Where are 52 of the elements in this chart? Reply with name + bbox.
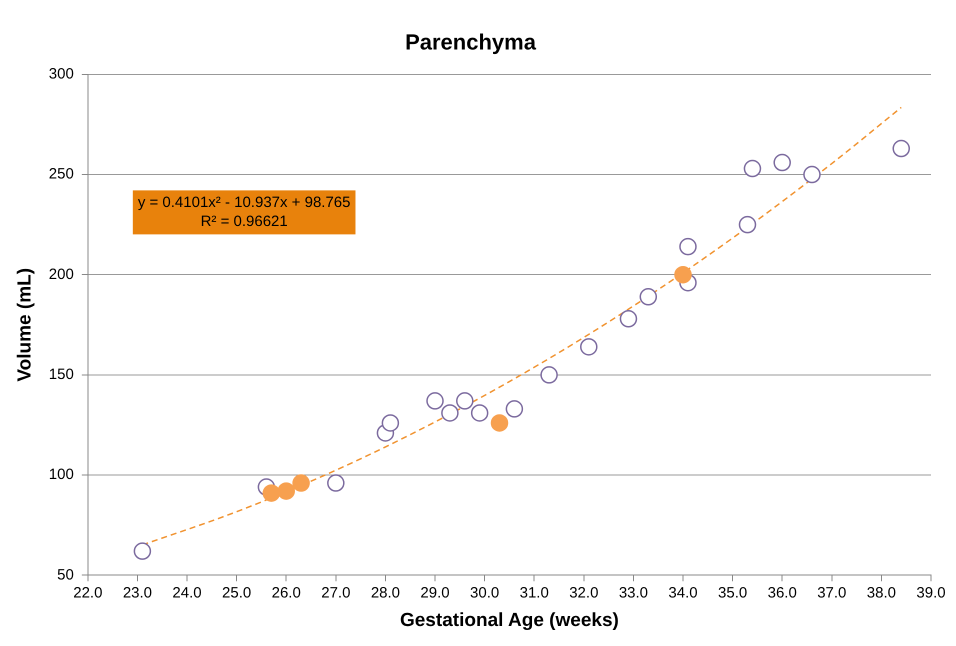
x-tick-label: 32.0	[569, 584, 598, 602]
point	[803, 166, 821, 184]
point	[640, 288, 658, 306]
point	[744, 160, 762, 178]
point	[382, 414, 400, 432]
x-tick-label: 28.0	[370, 584, 400, 602]
point	[506, 400, 524, 418]
point	[292, 474, 310, 492]
y-tick-label: 250	[48, 166, 74, 183]
x-tick-label: 30.0	[470, 584, 500, 602]
x-tick-label: 23.0	[122, 584, 152, 602]
x-tick-label: 29.0	[420, 584, 450, 602]
point	[674, 266, 692, 284]
y-tick-label: 150	[48, 366, 74, 384]
x-tick-label: 34.0	[668, 584, 698, 602]
annotation: R² = 0.96621	[200, 213, 288, 230]
point	[892, 140, 910, 158]
y-tick-label: 50	[57, 566, 74, 584]
point	[441, 404, 459, 422]
y-tick-label: 300	[48, 66, 74, 83]
x-tick-label: 27.0	[321, 584, 350, 602]
x-tick-label: 24.0	[172, 584, 202, 602]
y-tick-label: 200	[48, 266, 74, 283]
x-tick-label: 35.0	[718, 584, 748, 602]
point	[470, 404, 488, 422]
point	[456, 392, 474, 410]
x-tick-label: 26.0	[272, 584, 301, 602]
x-tick-label: 36.0	[768, 584, 797, 602]
point	[262, 484, 280, 502]
point	[620, 310, 638, 328]
point	[134, 542, 152, 560]
x-tick-label: 33.0	[618, 584, 648, 602]
point	[738, 216, 756, 234]
y-axis-title: Volume (mL)	[14, 268, 36, 382]
point	[490, 414, 508, 432]
point	[327, 474, 345, 492]
point	[679, 238, 697, 256]
point	[540, 366, 558, 384]
x-tick-label: 37.0	[817, 584, 846, 602]
point	[277, 482, 295, 500]
x-tick-label: 31.0	[520, 584, 549, 602]
annotation: y = 0.4101x² - 10.937x + 98.765	[138, 194, 350, 212]
x-axis-title: Gestational Age (weeks)	[400, 610, 619, 631]
x-tick-label: 38.0	[866, 584, 896, 602]
point	[580, 338, 598, 356]
x-tick-label: 39.0	[916, 584, 946, 602]
x-tick-label: 22.0	[73, 584, 102, 602]
y-tick-label: 100	[48, 466, 74, 484]
point	[426, 392, 444, 410]
x-tick-label: 25.0	[222, 584, 252, 602]
chart-title: Parenchyma	[405, 29, 537, 54]
point	[773, 154, 791, 172]
